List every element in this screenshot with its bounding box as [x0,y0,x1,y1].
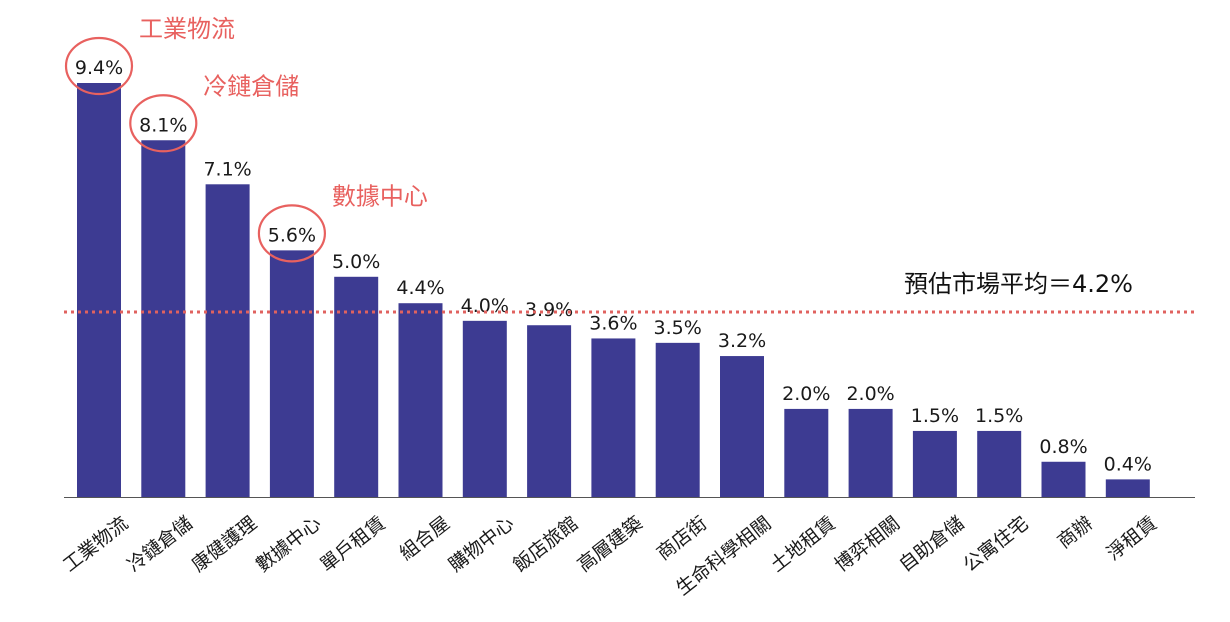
category-label: 組合屋 [395,512,453,564]
bar [591,338,636,497]
bar [720,356,764,497]
highlight-circle [129,94,198,153]
bar [1105,479,1150,497]
category-label: 數據中心 [252,512,325,576]
highlight-label: 數據中心 [332,182,428,210]
bar [205,184,250,498]
value-label: 2.0% [782,383,830,405]
value-label: 5.0% [332,251,380,273]
value-label: 9.4% [75,57,123,79]
value-label: 4.4% [396,277,444,299]
value-label: 3.6% [589,312,637,334]
highlight-label: 工業物流 [139,15,235,43]
highlight-circle [64,36,134,96]
value-label: 2.0% [846,383,894,405]
value-label: 0.4% [1104,453,1152,475]
category-label: 博弈相關 [831,512,904,576]
bar [462,320,507,497]
category-label: 飯店旅館 [509,512,582,576]
category-label: 土地租賃 [766,512,839,576]
value-label: 8.1% [139,114,187,136]
highlight-label: 冷鏈倉儲 [203,72,299,100]
category-label: 商店街 [653,512,711,564]
bar [141,140,186,498]
value-labels-group: 9.4% 8.1% 7.1% 5.6% 5.0% 4.4% 4.0% 3.9% 3.6% 3.5%… [75,57,1152,475]
category-label: 自助倉儲 [895,512,968,576]
category-label: 單戶租賃 [316,512,389,576]
value-label: 3.5% [654,317,702,339]
value-label: 7.1% [203,158,251,180]
category-label: 工業物流 [59,512,132,576]
value-label: 3.9% [525,299,573,321]
category-label: 商辦 [1053,512,1097,553]
category-label: 淨租賃 [1103,512,1161,564]
bar [848,408,893,497]
market-average-label: 預估市場平均＝4.2% [904,270,1133,298]
category-label: 康健護理 [188,512,261,576]
value-label: 1.5% [975,405,1023,427]
value-label: 4.0% [461,295,509,317]
bar [977,430,1022,497]
bar [1041,461,1086,497]
value-label: 1.5% [911,405,959,427]
category-label: 購物中心 [445,512,518,576]
value-label: 3.2% [718,330,766,352]
category-label: 高層建築 [573,512,646,576]
bar [912,430,957,497]
highlight-circle [257,204,326,263]
value-label: 0.8% [1039,436,1087,458]
bars-group [77,83,1150,498]
category-label: 公寓住宅 [959,512,1032,576]
bar [334,276,379,497]
category-label: 冷鏈倉儲 [123,512,196,576]
bar [398,303,443,497]
bar [655,342,700,497]
bar [269,250,314,497]
bar [527,325,572,497]
value-label: 5.6% [268,224,316,246]
bar [784,408,829,497]
bar [77,83,121,497]
